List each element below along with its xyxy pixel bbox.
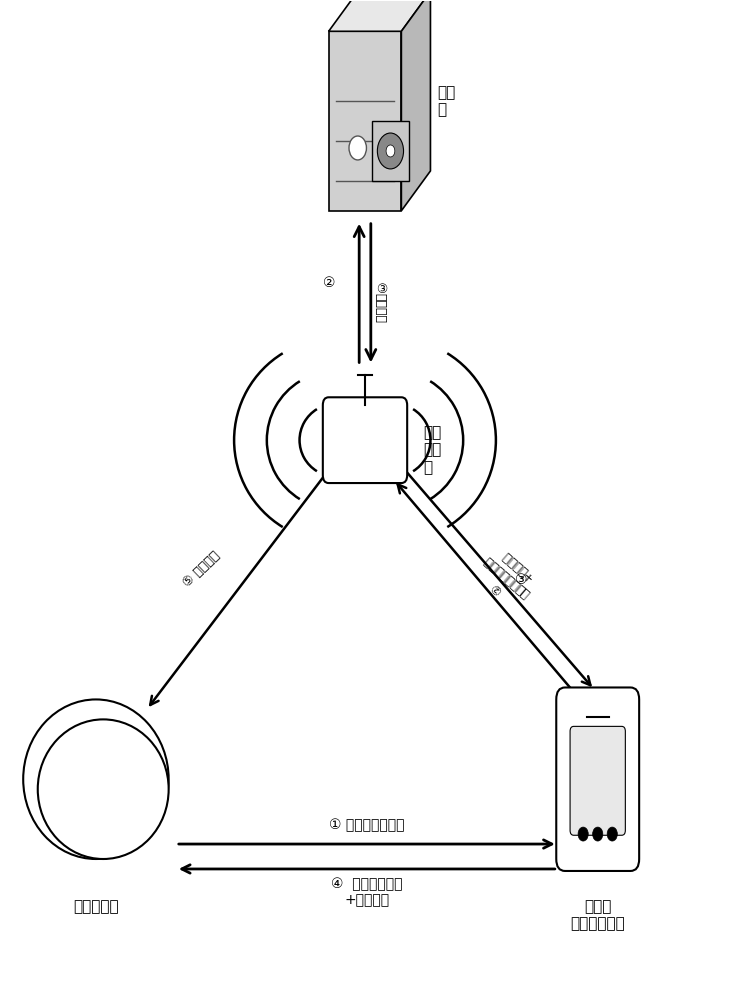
FancyBboxPatch shape	[556, 687, 639, 871]
Ellipse shape	[23, 699, 169, 859]
Circle shape	[578, 827, 588, 841]
Text: ③: ③	[515, 573, 528, 587]
Circle shape	[386, 145, 395, 157]
Text: ②
加密的系统识别码
+用户前码: ② 加密的系统识别码 +用户前码	[472, 543, 542, 612]
Polygon shape	[372, 121, 409, 181]
Polygon shape	[402, 0, 431, 211]
Text: ④  目标网络信息
+认证信息: ④ 目标网络信息 +认证信息	[331, 877, 402, 907]
Text: 物联网设备: 物联网设备	[73, 899, 119, 914]
Text: ① 设备的标识信息: ① 设备的标识信息	[329, 818, 404, 832]
Text: 客户端
（用户终端）: 客户端 （用户终端）	[570, 899, 625, 931]
Polygon shape	[328, 31, 402, 211]
Ellipse shape	[38, 719, 169, 859]
Circle shape	[377, 133, 404, 169]
Text: ⑤ 认证信息: ⑤ 认证信息	[180, 549, 222, 590]
Circle shape	[349, 136, 366, 160]
Circle shape	[607, 827, 618, 841]
Text: ②: ②	[323, 276, 336, 290]
Text: ③: ③	[376, 283, 387, 296]
Text: 网络
接入
点: 网络 接入 点	[423, 425, 442, 475]
FancyBboxPatch shape	[323, 397, 407, 483]
Polygon shape	[328, 0, 431, 31]
FancyBboxPatch shape	[570, 726, 626, 835]
Circle shape	[593, 827, 603, 841]
Text: 认证信息: 认证信息	[373, 293, 386, 323]
Text: 服务
端: 服务 端	[438, 85, 456, 117]
